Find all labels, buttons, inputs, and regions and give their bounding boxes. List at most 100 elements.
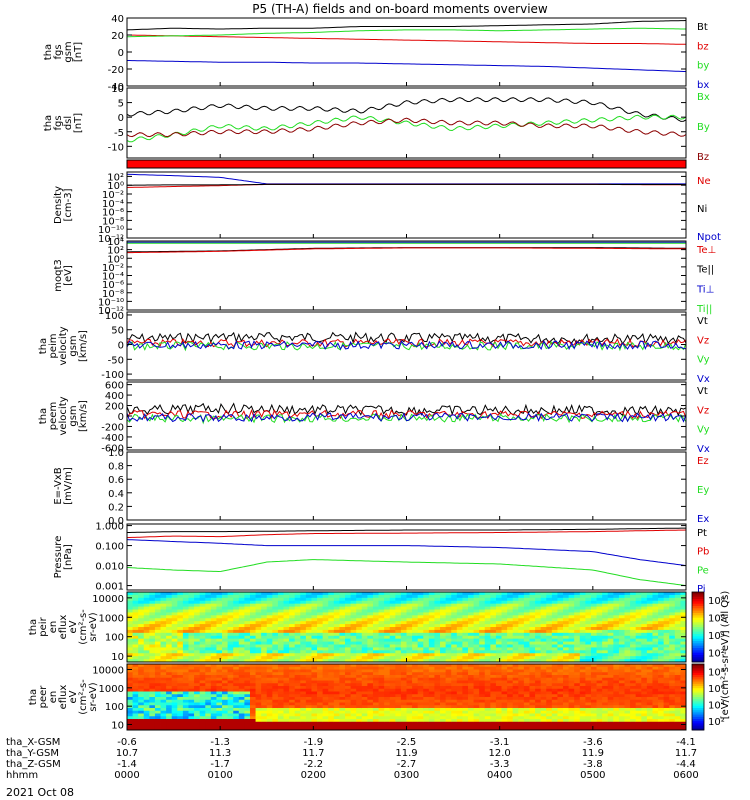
heatmap-cell [635,691,642,695]
heatmap-cell [143,600,150,605]
heatmap-cell [596,697,603,701]
heatmap-cell [283,641,290,645]
heatmap-cell [222,702,229,706]
heatmap-cell [283,612,290,616]
heatmap-cell [518,650,525,654]
heatmap-cell [210,721,217,725]
heatmap-cell [222,666,229,670]
heatmap-cell [512,666,519,670]
heatmap-cell [300,721,307,725]
heatmap-cell [490,603,497,607]
heatmap-cell [596,621,603,625]
heatmap-cell [630,656,637,660]
heatmap-cell [317,606,324,610]
heatmap-cell [490,618,497,622]
heatmap-cell [182,691,189,695]
heatmap-cell [546,592,553,596]
heatmap-cell [523,686,530,690]
heatmap-cell [669,629,676,634]
heatmap-cell [484,686,491,690]
heatmap-cell [372,612,379,616]
heatmap-cell [456,629,463,634]
heatmap-cell [574,691,581,695]
heatmap-cell [540,713,547,717]
heatmap-cell [507,615,514,619]
heatmap-cell [434,592,441,596]
heatmap-cell [646,621,653,625]
heatmap-cell [428,672,435,676]
heatmap-cell [154,705,161,709]
heatmap-cell [535,708,542,712]
heatmap-cell [294,597,301,602]
heatmap-cell [613,705,620,709]
heatmap-cell [423,659,430,663]
heatmap-cell [300,638,307,642]
heatmap-cell [300,672,307,676]
heatmap-cell [479,629,486,634]
heatmap-cell [641,680,648,684]
heatmap-cell [574,606,581,610]
heatmap-cell [249,629,256,634]
heatmap-cell [473,710,480,714]
heatmap-cell [400,641,407,645]
heatmap-cell [378,710,385,714]
heatmap-cell [579,672,586,676]
heatmap-cell [345,618,351,622]
heatmap-cell [322,647,329,651]
heatmap-cell [132,641,139,645]
heatmap-cell [406,724,413,728]
heatmap-cell [138,680,145,684]
heatmap-cell [222,705,229,709]
heatmap-cell [205,600,212,605]
heatmap-cell [473,697,480,701]
heatmap-cell [602,656,609,660]
heatmap-cell [518,669,525,673]
heatmap-cell [395,650,402,654]
heatmap-cell [535,683,542,687]
heatmap-cell [160,666,167,670]
heatmap-cell [412,592,419,596]
heatmap-cell [602,644,609,648]
colorbar-tick-label: 10² [708,648,725,659]
heatmap-cell [261,686,268,690]
heatmap-cell [546,708,553,712]
heatmap-cell [618,627,625,631]
heatmap-cell [244,675,251,679]
heatmap-cell [445,705,452,709]
heatmap-cell [518,641,525,645]
heatmap-cell [166,635,173,640]
heatmap-cell [328,650,335,654]
heatmap-cell [266,691,273,695]
heatmap-cell [663,606,670,610]
heatmap-cell [188,629,195,634]
heatmap-cell [317,719,324,723]
heatmap-cell [400,666,407,670]
heatmap-cell [227,697,234,701]
heatmap-cell [618,644,625,648]
heatmap-cell [535,606,542,610]
heatmap-cell [512,724,519,728]
heatmap-cell [490,638,497,642]
heatmap-cell [613,710,620,714]
heatmap-cell [361,592,368,596]
heatmap-cell [641,683,648,687]
heatmap-cell [249,713,256,717]
heatmap-cell [518,713,525,717]
heatmap-cell [456,600,463,605]
y-tick-label: 10² [107,172,124,183]
heatmap-cell [266,597,273,602]
heatmap-cell [266,694,273,698]
heatmap-cell [305,705,312,709]
heatmap-cell [523,727,530,731]
heatmap-cell [434,621,441,625]
heatmap-cell [255,621,262,625]
heatmap-cell [574,656,581,660]
heatmap-cell [199,592,206,596]
heatmap-cell [188,659,195,663]
heatmap-cell [261,666,268,670]
heatmap-cell [166,713,173,717]
heatmap-cell [624,666,631,670]
heatmap-cell [255,609,262,613]
heatmap-cell [568,641,575,645]
heatmap-cell [479,615,486,619]
